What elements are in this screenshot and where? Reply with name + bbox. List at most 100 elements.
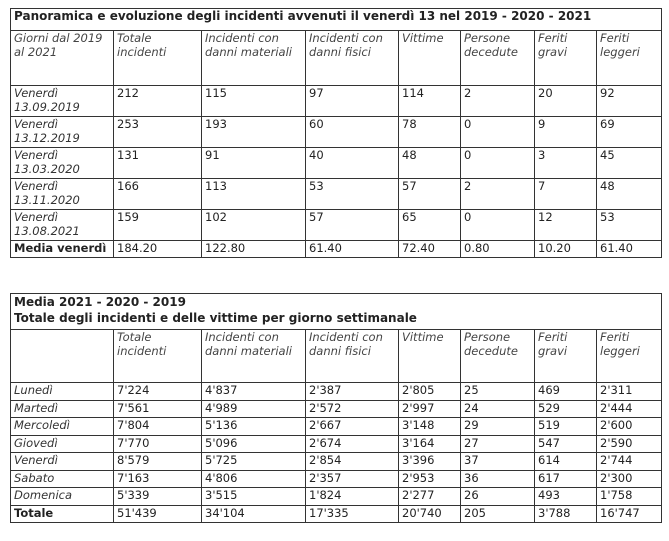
total-label: Media venerdì — [10, 240, 114, 258]
table-cell: 2'674 — [305, 434, 399, 453]
column-header: Feriti gravi — [534, 30, 597, 86]
table-row: Martedì 7'561 4'989 2'572 2'997 24 529 2'444 — [10, 399, 663, 418]
table-cell: 29 — [460, 417, 535, 436]
table-cell: 7'561 — [113, 399, 202, 418]
table-cell: 2'854 — [305, 452, 399, 471]
table-cell: 3 — [534, 147, 597, 179]
table-cell: 78 — [398, 116, 461, 148]
table-cell: 0 — [460, 116, 535, 148]
column-header: Persone decedute — [460, 30, 535, 86]
row-label: Venerdì 13.08.2021 — [10, 209, 114, 241]
table-cell: 4'837 — [201, 382, 306, 401]
row-label: Lunedì — [10, 382, 114, 401]
table-cell: 193 — [201, 116, 306, 148]
total-cell: 61.40 — [595, 240, 663, 258]
table-row: Lunedì 7'224 4'837 2'387 2'805 25 469 2'311 — [10, 382, 663, 401]
table-cell: 547 — [534, 434, 597, 453]
table-row: Venerdì 13.08.2021 159 102 57 65 0 12 53 — [10, 209, 663, 241]
table-cell: 2'357 — [305, 469, 399, 488]
total-cell: 61.40 — [305, 240, 399, 258]
table-cell: 7'804 — [113, 417, 202, 436]
table-cell: 2'387 — [305, 382, 399, 401]
total-cell: 184.20 — [113, 240, 202, 258]
row-label: Venerdì 13.11.2020 — [10, 178, 114, 210]
table-cell: 27 — [460, 434, 535, 453]
table-cell: 57 — [398, 178, 461, 210]
total-cell: 34'104 — [201, 504, 306, 523]
total-label: Totale — [10, 504, 114, 523]
table-cell: 2'600 — [595, 417, 663, 436]
table-row: Venerdì 8'579 5'725 2'854 3'396 37 614 2'744 — [10, 452, 663, 471]
table-cell: 212 — [113, 85, 202, 117]
table-cell: 1'758 — [595, 487, 663, 506]
column-header: Vittime — [398, 30, 461, 86]
column-header: Totale incidenti — [113, 329, 202, 383]
row-label: Giovedì — [10, 434, 114, 453]
table-cell: 91 — [201, 147, 306, 179]
row-label: Venerdì 13.12.2019 — [10, 116, 114, 148]
column-header: Feriti leggeri — [595, 329, 663, 383]
header-row: Giorni dal 2019 al 2021 Totale incidenti I… — [10, 30, 663, 86]
table-title-row: Media 2021 - 2020 - 2019 Totale degli inc… — [9, 293, 663, 330]
table-cell: 131 — [113, 147, 202, 179]
column-header: Incidenti con danni fisici — [305, 30, 399, 86]
table-cell: 1'824 — [305, 487, 399, 506]
header-row: Totale incidenti Incidenti con danni mate… — [10, 329, 663, 383]
total-row: Media venerdì 184.20 122.80 61.40 72.40 0.80 1… — [10, 240, 663, 258]
table-cell: 53 — [595, 209, 663, 241]
total-cell: 0.80 — [460, 240, 535, 258]
table-cell: 48 — [595, 178, 663, 210]
total-cell: 17'335 — [305, 504, 399, 523]
total-cell: 20'740 — [398, 504, 461, 523]
table-cell: 2'805 — [398, 382, 461, 401]
table-row: Giovedì 7'770 5'096 2'674 3'164 27 547 2'590 — [10, 434, 663, 453]
table-cell: 12 — [534, 209, 597, 241]
table-cell: 2'667 — [305, 417, 399, 436]
column-header: Giorni dal 2019 al 2021 — [10, 30, 114, 86]
total-cell: 10.20 — [534, 240, 597, 258]
row-label: Martedì — [10, 399, 114, 418]
total-row: Totale 51'439 34'104 17'335 20'740 205 3'788 16… — [10, 504, 663, 523]
table-cell: 48 — [398, 147, 461, 179]
table-cell: 7'770 — [113, 434, 202, 453]
column-header: Incidenti con danni materiali — [201, 329, 306, 383]
table-cell: 469 — [534, 382, 597, 401]
table-cell: 5'136 — [201, 417, 306, 436]
table-title: Media 2021 - 2020 - 2019 Totale degli inc… — [9, 293, 663, 330]
total-cell: 122.80 — [201, 240, 306, 258]
table-cell: 26 — [460, 487, 535, 506]
table-cell: 2 — [460, 178, 535, 210]
table-cell: 60 — [305, 116, 399, 148]
table-cell: 37 — [460, 452, 535, 471]
column-header: Feriti leggeri — [595, 30, 663, 86]
column-header: Incidenti con danni fisici — [305, 329, 399, 383]
table-cell: 4'989 — [201, 399, 306, 418]
table-cell: 617 — [534, 469, 597, 488]
table-cell: 2'953 — [398, 469, 461, 488]
total-cell: 16'747 — [595, 504, 663, 523]
table-cell: 2'590 — [595, 434, 663, 453]
table-cell: 102 — [201, 209, 306, 241]
table-cell: 69 — [595, 116, 663, 148]
table-row: Venerdì 13.11.2020 166 113 53 57 2 7 48 — [10, 178, 663, 210]
table-cell: 7'224 — [113, 382, 202, 401]
table-cell: 7'163 — [113, 469, 202, 488]
table-cell: 2 — [460, 85, 535, 117]
table-cell: 53 — [305, 178, 399, 210]
row-label: Domenica — [10, 487, 114, 506]
table-cell: 2'744 — [595, 452, 663, 471]
table-cell: 0 — [460, 209, 535, 241]
table-cell: 7 — [534, 178, 597, 210]
column-header: Vittime — [398, 329, 461, 383]
table-cell: 2'311 — [595, 382, 663, 401]
table-cell: 5'096 — [201, 434, 306, 453]
table-cell: 3'164 — [398, 434, 461, 453]
table-cell: 8'579 — [113, 452, 202, 471]
column-header — [10, 329, 114, 383]
table-cell: 614 — [534, 452, 597, 471]
table-row: Mercoledì 7'804 5'136 2'667 3'148 29 519 2'600 — [10, 417, 663, 436]
table-cell: 9 — [534, 116, 597, 148]
table-cell: 45 — [595, 147, 663, 179]
table-cell: 57 — [305, 209, 399, 241]
table-cell: 20 — [534, 85, 597, 117]
